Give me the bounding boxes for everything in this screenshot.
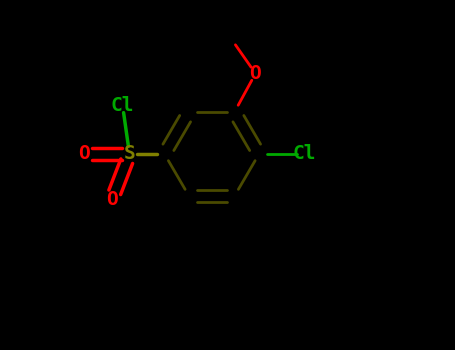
Text: Cl: Cl [111, 96, 134, 114]
Text: O: O [106, 190, 118, 209]
Text: O: O [78, 145, 90, 163]
Text: S: S [124, 145, 136, 163]
Text: Cl: Cl [293, 145, 316, 163]
Text: O: O [250, 64, 261, 83]
